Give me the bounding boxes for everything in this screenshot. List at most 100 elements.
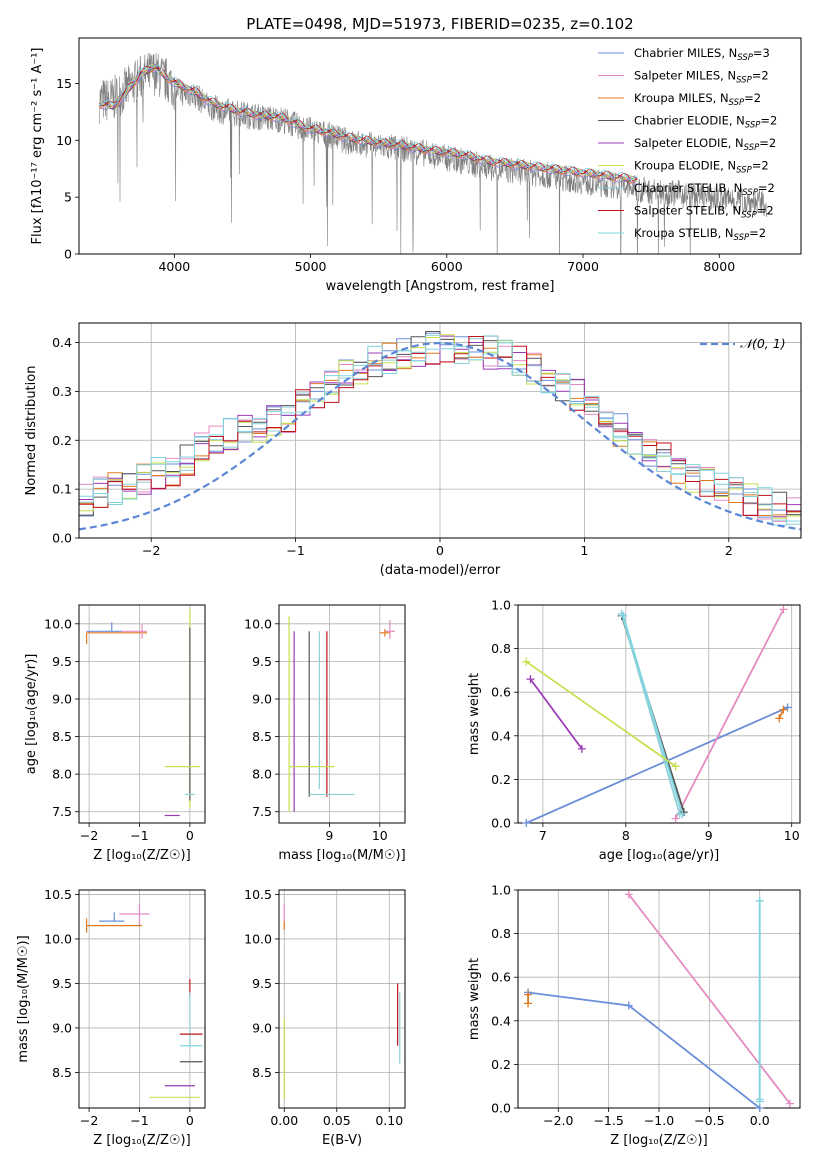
tick-label-y: 10 [56, 133, 72, 148]
tick-label-x: −0.5 [694, 1113, 724, 1128]
x-axis-label: mass [log₁₀(M/M☉)] [278, 848, 405, 863]
legend-label: Salpeter MILES, NSSP=2 [634, 69, 769, 86]
tick-label-y: 9.0 [52, 1020, 72, 1035]
tick-label-y: 8.5 [52, 1065, 72, 1080]
axes-frame [517, 604, 801, 824]
tick-label-x: 1 [580, 543, 588, 558]
legend-label-sub: SSP [737, 53, 753, 63]
legend-label: Chabrier STELIB, NSSP=2 [634, 181, 775, 198]
data-point-kroupa_miles [779, 705, 788, 714]
legend-label-sub: SSP [736, 166, 752, 176]
axes-frame [278, 889, 406, 1109]
tick-label-y: 0.4 [491, 728, 511, 743]
tick-label-x: −1 [130, 1113, 148, 1128]
tick-label-y: 0.8 [491, 926, 511, 941]
tick-label-x: 4000 [158, 259, 190, 274]
histogram-salpeter_elodie [79, 335, 801, 518]
data-point-salpeter_miles [779, 605, 788, 614]
tick-label-x: −1 [130, 828, 148, 843]
tick-label-x: 9 [325, 828, 333, 843]
chart-mass_vs_ebv: 0.00 0.05 0.10 8.5 9.0 9.5 10.0 10.5 E(B-V) [244, 887, 406, 1148]
series-line-kroupa_miles [778, 709, 785, 719]
tick-label-y: 1.0 [491, 883, 511, 898]
axes-frame [78, 37, 802, 255]
tick-label-y: 7.5 [52, 804, 72, 819]
legend-label-tail: =3 [753, 46, 770, 60]
tick-label-y: 9.5 [52, 654, 72, 669]
tick-label-x: −2.0 [543, 1113, 573, 1128]
y-axis-label: Flux [fλ10⁻¹⁷ erg cm⁻² s⁻¹ A⁻¹] [30, 48, 45, 245]
tick-label-x: 2 [725, 543, 733, 558]
y-axis-label: Normed distribution [24, 366, 39, 496]
tick-label-y: 0.4 [491, 1013, 511, 1028]
chart-weight_vs_z: −2.0 −1.5 −1.0 −0.5 0.0 0.0 0.2 0.4 0.6 0.8 1.0 Z [… [467, 883, 801, 1148]
tick-label-y: 0.2 [491, 772, 511, 787]
legend-label-tail: =2 [744, 91, 761, 105]
data-point-kroupa_stelib [678, 810, 687, 819]
legend-label-main: Chabrier MILES, N [634, 46, 737, 60]
tick-label-y: 9.5 [52, 976, 72, 991]
tick-label-y: 10.5 [44, 887, 72, 902]
legend-label-sub: SSP [729, 98, 745, 108]
tick-label-y: 8.5 [252, 1065, 272, 1080]
data-point-kroupa_miles [775, 714, 784, 723]
plot-area-age_vs_mass [288, 616, 395, 812]
legend-label: Kroupa ELODIE, NSSP=2 [634, 159, 769, 176]
tick-label-x: 7000 [567, 259, 599, 274]
plot-area-residuals [79, 331, 801, 531]
tick-label-x: 10 [372, 828, 388, 843]
legend-label-main: Salpeter ELODIE, N [634, 136, 744, 150]
series-line-kroupa_stelib [622, 615, 684, 815]
legend-label-main: Kroupa STELIB, N [634, 226, 734, 240]
data-point-chabrier_miles [783, 703, 792, 712]
tick-label-y: 0.6 [491, 685, 511, 700]
series-line-chabrier_miles [525, 706, 788, 823]
tick-label-x: −2 [142, 543, 160, 558]
legend-label: Chabrier MILES, NSSP=3 [634, 46, 770, 63]
legend-label-main: Salpeter MILES, N [634, 69, 736, 83]
plot-area-mass_vs_z [85, 903, 203, 1098]
legend-label-tail: =2 [749, 226, 766, 240]
plot-area-age_vs_z [85, 608, 200, 817]
series-line-chabrier_stelib [620, 613, 681, 815]
legend-label-sub: SSP [745, 121, 761, 131]
tick-label-x: 8 [622, 828, 630, 843]
axes-frame [78, 889, 206, 1109]
tick-label-y: 10.0 [44, 616, 72, 631]
tick-label-x: 0.0 [750, 1113, 770, 1128]
y-axis-label: mass [log₁₀(M/M☉)] [16, 935, 31, 1062]
tick-label-y: 15 [56, 76, 72, 91]
tick-label-x: 6000 [431, 259, 463, 274]
chart-spectrum: 4000 5000 6000 7000 8000 0 5 10 15 wavelength [An… [30, 37, 802, 294]
tick-label-y: 9.0 [252, 1020, 272, 1035]
tick-label-y: 8.0 [252, 767, 272, 782]
x-axis-label: (data-model)/error [380, 563, 501, 578]
tick-label-y: 10.0 [244, 931, 272, 946]
tick-label-y: 0.1 [52, 482, 72, 497]
histogram-salpeter_stelib [79, 336, 801, 516]
series-line-salpeter_miles [628, 893, 791, 1105]
tick-label-y: 9.5 [252, 654, 272, 669]
x-axis-label: E(B-V) [322, 1133, 362, 1148]
model-spectrum-salpeter_miles [99, 69, 638, 185]
tick-label-x: 7 [539, 828, 547, 843]
series-line-salpeter_miles [674, 608, 785, 820]
legend-label-main: Chabrier STELIB, N [634, 181, 742, 195]
chart-mass_vs_z: −2 −1 0 8.5 9.0 9.5 10.0 10.5 Z [log₁₀(Z/Z☉)] mas… [16, 887, 206, 1148]
tick-label-y: 0.2 [52, 433, 72, 448]
x-axis-label: Z [log₁₀(Z/Z☉)] [610, 1133, 707, 1148]
legend-label-sub: SSP [736, 76, 752, 86]
data-point-chabrier_miles [522, 819, 531, 827]
legend-label-tail: =2 [758, 181, 775, 195]
tick-label-y: 0.0 [52, 531, 72, 546]
tick-label-y: 0.0 [491, 816, 511, 831]
tick-label-x: −1.5 [593, 1113, 623, 1128]
legend-label: Chabrier ELODIE, NSSP=2 [634, 114, 777, 131]
tick-label-x: 10 [784, 828, 800, 843]
legend-label-main: Kroupa MILES, N [634, 91, 729, 105]
grid-mass_vs_ebv [279, 890, 405, 1108]
tick-label-y: 10.0 [44, 931, 72, 946]
y-axis-label: age [log₁₀(age/yr)] [24, 654, 39, 775]
tick-label-y: 0.2 [491, 1057, 511, 1072]
